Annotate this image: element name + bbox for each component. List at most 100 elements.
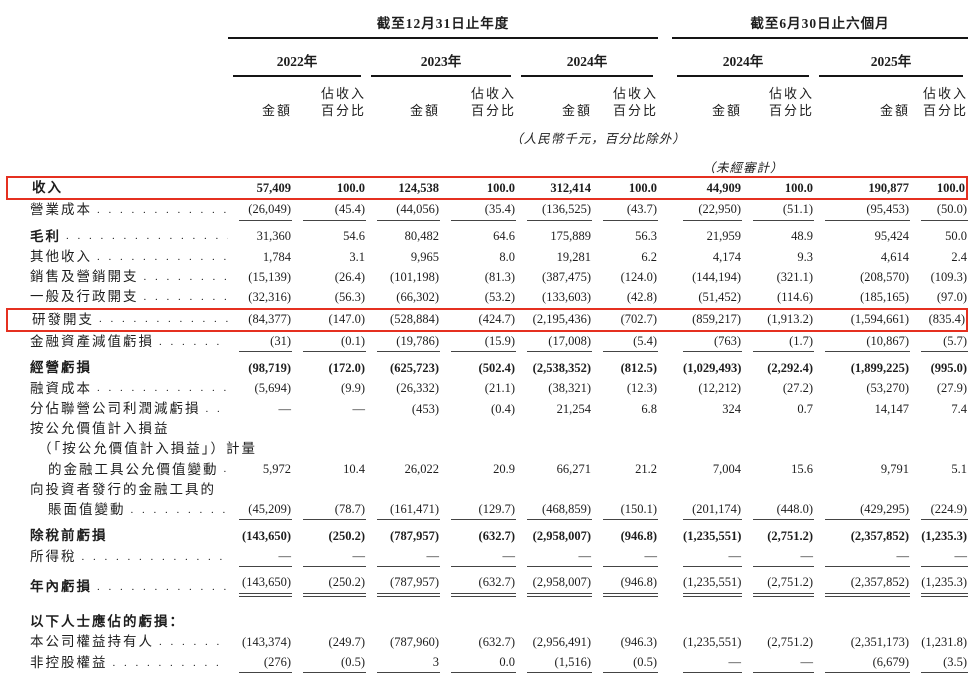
cell-value: 4,614	[814, 247, 910, 267]
period-header-interim: 截至6月30日止六個月	[672, 12, 969, 42]
cell-value: (10,867)	[814, 332, 911, 353]
cell-value-text: 26,022	[404, 462, 439, 477]
cell-value-text: (114.6)	[777, 290, 814, 305]
cell-value-text: (1,235,551)	[683, 635, 742, 650]
cell-value-text: 48.9	[791, 229, 814, 244]
cell-value: (45.4)	[292, 200, 366, 221]
spacer	[228, 147, 658, 176]
dot-leader: . . . . . . . . . . . . . . . . . . . . …	[143, 270, 229, 283]
cell-value-text: (2,538,352)	[532, 361, 591, 376]
cell-value-text: (3.5)	[921, 653, 969, 673]
cell-value-text: (249.7)	[328, 635, 365, 650]
cell-value	[516, 597, 592, 632]
subheader-percent: 佔收入 百分比	[769, 86, 815, 118]
cell-value: (1,235,551)	[672, 567, 743, 598]
table-row: 一般及行政開支 . . . . . . . . . . . . . . . . .…	[6, 287, 968, 307]
cell-value-text: (133,603)	[542, 290, 591, 305]
cell-value: (5.7)	[910, 332, 969, 353]
row-label: 分佔聯營公司利潤減虧損 . . . . . . . . . . . . . . .…	[6, 399, 228, 419]
table-row: 研發開支 . . . . . . . . . . . . . . . . . . …	[6, 307, 969, 332]
cell-value: 5,972	[228, 419, 292, 480]
cell-value-text: (101,198)	[390, 269, 439, 284]
cell-value: (53.2)	[440, 287, 516, 307]
cell-value: (12,212)	[672, 379, 742, 399]
cell-value	[440, 597, 516, 632]
unaudited-note: （未經審計）	[702, 160, 784, 175]
cell-value-text: 7,004	[712, 462, 742, 477]
row-label: 收入	[6, 175, 228, 201]
cell-value: (2,292.4)	[742, 352, 814, 378]
cell-value-text: (502.4)	[478, 361, 515, 376]
year-header-label: 2022年	[233, 42, 361, 77]
cell-value: (2,958,007)	[516, 520, 592, 546]
cell-value: (35.4)	[440, 200, 516, 221]
cell-value-text: (0.4)	[491, 401, 515, 416]
cell-value: 324	[672, 399, 742, 419]
cell-value-text: 190,877	[868, 180, 910, 195]
cell-value-text: (12,212)	[698, 381, 742, 396]
cell-value: (6,679)	[814, 653, 911, 673]
cell-value: (109.3)	[910, 267, 968, 287]
cell-value: 48.9	[742, 221, 814, 247]
cell-value: (1,594,661)	[814, 307, 911, 332]
group-gap	[658, 247, 672, 267]
table-row: 毛利 . . . . . . . . . . . . . . . . . . . …	[6, 221, 968, 247]
cell-value	[672, 597, 742, 632]
row-label-line: 向投資者發行的金融工具的	[30, 480, 228, 500]
cell-value-text: (812.5)	[620, 361, 658, 376]
cell-value-text: 5.1	[951, 462, 968, 477]
cell-value: —	[910, 547, 969, 568]
row-label-text: 除稅前虧損	[30, 528, 108, 544]
cell-value-text: (787,957)	[377, 573, 440, 598]
group-gap	[658, 12, 672, 42]
row-label: 除稅前虧損	[6, 520, 228, 546]
spacer	[6, 77, 228, 120]
group-gap	[658, 379, 672, 399]
cell-value-text: (1,029,493)	[683, 361, 742, 376]
cell-value-text: 124,538	[398, 180, 439, 195]
cell-value-text: (859,217)	[692, 312, 742, 327]
row-label: 一般及行政開支 . . . . . . . . . . . . . . . . .…	[6, 287, 228, 307]
cell-value-text: 66,271	[556, 462, 591, 477]
cell-value-text: (38,321)	[548, 381, 591, 396]
cell-value: 100.0	[292, 175, 366, 201]
cell-value: (19,786)	[366, 332, 440, 353]
dot-leader: . . . . . . . . . . . . . . . . . . . . …	[97, 204, 228, 217]
row-label: 非控股權益 . . . . . . . . . . . . . . . . . .…	[6, 653, 228, 673]
cell-value: (95,453)	[814, 200, 911, 221]
dot-leader: . . . . . . . . . . . . . . . . . . . . …	[99, 313, 228, 326]
row-label-text: 的金融工具公允價值變動	[48, 461, 219, 477]
cell-value: (15.9)	[440, 332, 516, 353]
cell-value: (0.4)	[440, 399, 516, 419]
cell-value-text: 0.7	[797, 401, 814, 416]
year-header-label: 2025年	[819, 42, 964, 77]
group-gap	[658, 221, 672, 247]
row-label-text: 其他收入	[30, 248, 92, 264]
row-label-text: 一般及行政開支	[30, 289, 139, 305]
table-row: 融資成本 . . . . . . . . . . . . . . . . . . …	[6, 379, 968, 399]
dot-leader: . . . . . . . . . . . . . . . . . . . . …	[130, 503, 229, 516]
cell-value: (1,235.3)	[910, 520, 968, 546]
cell-value-text: (147.0)	[328, 312, 365, 327]
cell-value-text: (2,357,852)	[850, 529, 910, 544]
row-label: 金融資產減值虧損 . . . . . . . . . . . . . . . . …	[6, 332, 228, 353]
cell-value: (2,751.2)	[742, 567, 815, 598]
cell-value: 100.0	[910, 175, 969, 201]
cell-value-text: 44,909	[706, 180, 742, 195]
group-gap	[658, 567, 672, 597]
cell-value-text: (26,049)	[239, 200, 292, 221]
row-label: 銷售及營銷開支 . . . . . . . . . . . . . . . . .…	[6, 267, 228, 287]
cell-value: 4,174	[672, 247, 742, 267]
spacer	[6, 147, 228, 176]
group-gap	[658, 547, 672, 568]
cell-value	[292, 597, 366, 632]
cell-value-text: (429,295)	[825, 500, 911, 521]
cell-value-text: 14,147	[874, 401, 910, 416]
cell-value-text: (632.7)	[451, 573, 516, 598]
cell-value-text: (224.9)	[921, 500, 969, 521]
cell-value: 31,360	[228, 221, 292, 247]
cell-value: (2,351,173)	[814, 632, 910, 652]
dot-leader: . . . . . . . . . . . . . . . . . . . . …	[159, 335, 228, 348]
cell-value-text: —	[278, 401, 292, 416]
